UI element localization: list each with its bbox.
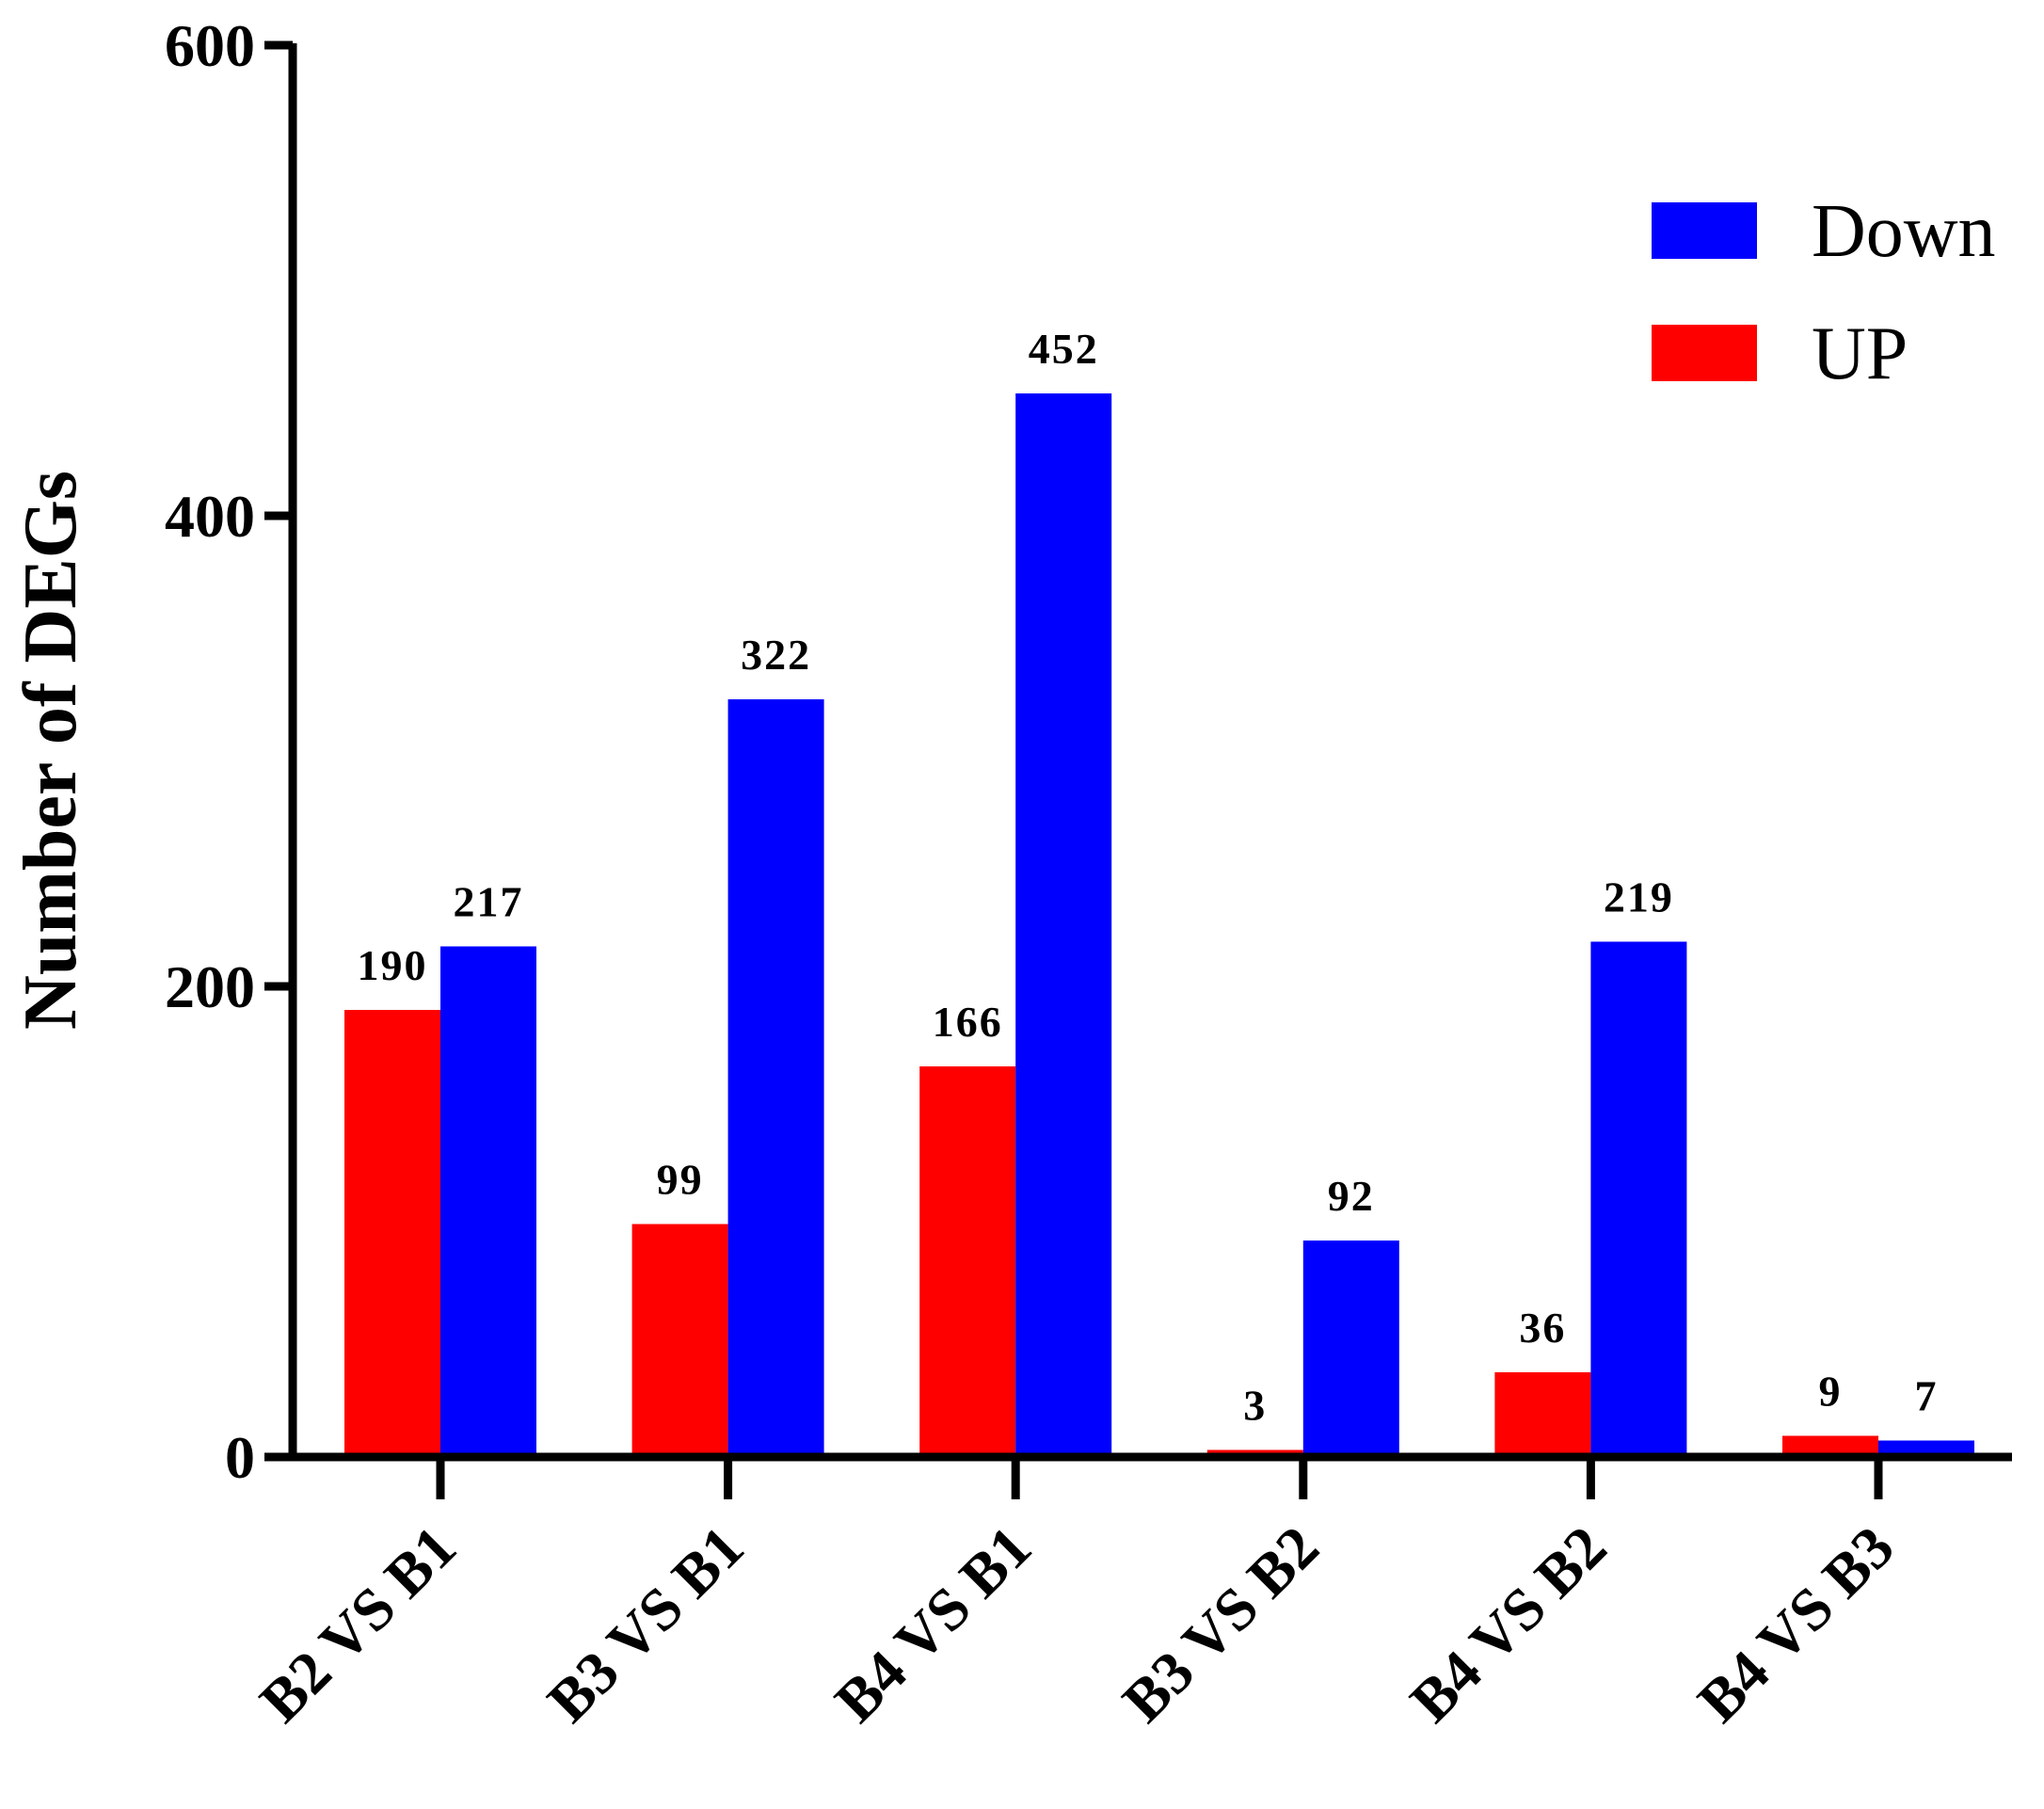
- data-label-down: 7: [1915, 1372, 1939, 1420]
- y-ticks: 0 200 400 600: [165, 12, 293, 1491]
- data-label-down: 322: [741, 631, 811, 679]
- bar-up: [919, 1066, 1016, 1457]
- bar-down: [1590, 941, 1687, 1457]
- bar-up: [1782, 1435, 1878, 1457]
- x-category-label: B2 VS B1: [247, 1513, 468, 1735]
- x-category-label: B4 VS B1: [822, 1513, 1044, 1735]
- bar-up: [344, 1010, 440, 1457]
- x-ticks: B2 VS B1 B3 VS B1 B4 VS B1 B3 VS B2 B4 VS B2…: [247, 1457, 1907, 1735]
- data-labels: 190 217 99 322 166 452 3 92 36 219 9 7: [358, 325, 1939, 1430]
- legend-swatch-up: [1652, 325, 1757, 381]
- legend-label-down: Down: [1812, 190, 1996, 273]
- bars-layer: [344, 393, 1974, 1457]
- legend-swatch-down: [1652, 202, 1757, 259]
- y-tick-label: 600: [165, 12, 255, 79]
- bar-down: [727, 699, 824, 1457]
- y-axis-title: Number of DEGs: [9, 471, 92, 1030]
- x-category-label: B4 VS B3: [1685, 1513, 1906, 1735]
- data-label-up: 190: [358, 941, 428, 989]
- data-label-down: 219: [1604, 873, 1674, 921]
- legend-label-up: UP: [1812, 312, 1908, 395]
- bar-down: [440, 946, 536, 1457]
- y-tick-label: 200: [165, 953, 255, 1020]
- data-label-down: 92: [1328, 1172, 1375, 1220]
- bar-down: [1302, 1241, 1399, 1457]
- y-tick-label: 0: [225, 1424, 255, 1491]
- bar-up: [1494, 1372, 1591, 1457]
- data-label-up: 3: [1243, 1382, 1267, 1430]
- bar-down: [1015, 393, 1112, 1457]
- legend: Down UP: [1652, 190, 1996, 395]
- y-tick-label: 400: [165, 483, 255, 550]
- x-category-label: B4 VS B2: [1397, 1513, 1619, 1735]
- data-label-up: 36: [1519, 1304, 1566, 1352]
- axes-layer: [288, 43, 2012, 1462]
- data-label-up: 99: [657, 1156, 704, 1204]
- data-label-up: 9: [1819, 1368, 1843, 1416]
- x-category-label: B3 VS B1: [535, 1513, 756, 1735]
- data-label-up: 166: [933, 998, 1003, 1046]
- data-label-down: 452: [1029, 325, 1099, 373]
- data-label-down: 217: [454, 878, 524, 926]
- x-category-label: B3 VS B2: [1110, 1513, 1331, 1735]
- bar-up: [631, 1224, 728, 1457]
